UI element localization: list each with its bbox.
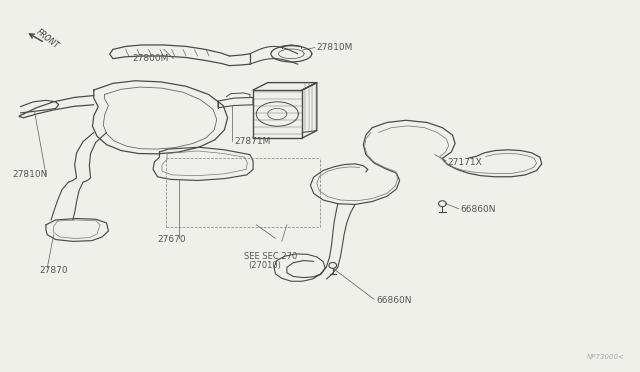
Text: FRONT: FRONT <box>35 27 61 50</box>
Text: 27670: 27670 <box>157 235 186 244</box>
Text: NP73000<: NP73000< <box>587 354 625 360</box>
Text: 27871M: 27871M <box>234 137 270 146</box>
Text: SEE SEC.270: SEE SEC.270 <box>244 251 297 261</box>
Text: (27010): (27010) <box>248 261 282 270</box>
Text: 66860N: 66860N <box>460 205 496 215</box>
Text: 27171X: 27171X <box>447 157 482 167</box>
Text: 27800M: 27800M <box>132 54 168 63</box>
Text: 27810N: 27810N <box>13 170 48 179</box>
Text: 66860N: 66860N <box>376 296 412 305</box>
Text: 27810M: 27810M <box>317 43 353 52</box>
Text: 27870: 27870 <box>40 266 68 275</box>
